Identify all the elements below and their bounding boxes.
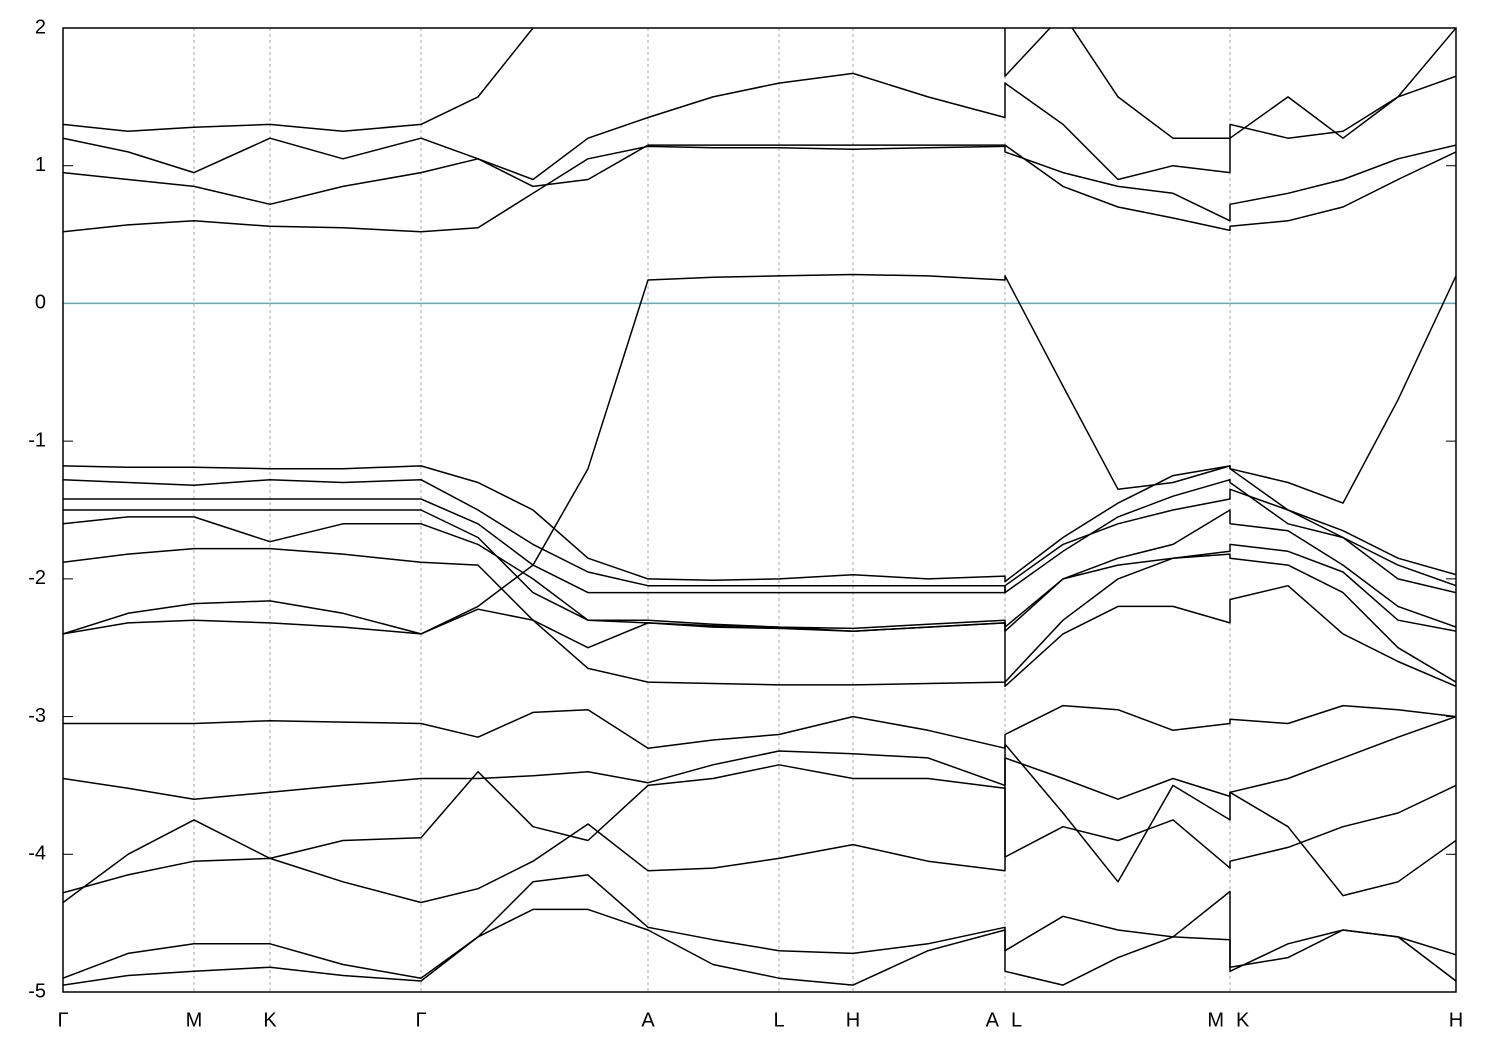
band-line (63, 72, 1456, 181)
band-line (63, 764, 1456, 904)
x-tick-label: H (1449, 1009, 1463, 1031)
band-line (63, 488, 1456, 594)
y-tick-label: 2 (35, 16, 46, 38)
band-line (63, 743, 1456, 904)
x-tick-label: A (641, 1009, 655, 1031)
x-tick-label: K (263, 1009, 277, 1031)
band-line (63, 890, 1456, 986)
band-line (63, 584, 1456, 688)
x-tick-label: L (773, 1009, 784, 1031)
plot-frame (62, 27, 1457, 993)
x-tick-label: K (1236, 1009, 1250, 1031)
y-tick-label: -2 (28, 567, 46, 589)
y-tick-label: -1 (28, 429, 46, 451)
bands (63, 28, 1456, 986)
band-line (63, 144, 1456, 222)
band-line (63, 465, 1456, 583)
x-tick-label: Γ (415, 1009, 426, 1031)
y-tick-label: 1 (35, 154, 46, 176)
x-tick-label: M (186, 1009, 203, 1031)
band-line (63, 28, 1456, 139)
y-tick-label: 0 (35, 292, 46, 314)
x-tick-label: L (1011, 1009, 1022, 1031)
x-tick-label: A (986, 1009, 1000, 1031)
y-tick-label: -3 (28, 705, 46, 727)
band-line (63, 704, 1456, 749)
band-line (63, 478, 1456, 594)
band-line (63, 874, 1456, 979)
y-tick-label: -5 (28, 980, 46, 1002)
x-tick-label: Γ (57, 1009, 68, 1031)
x-tick-label: M (1207, 1009, 1224, 1031)
band-line (63, 144, 1456, 233)
band-line (63, 516, 1456, 632)
band-line (63, 547, 1456, 686)
y-tick-label: -4 (28, 843, 46, 865)
x-tick-label: H (846, 1009, 860, 1031)
